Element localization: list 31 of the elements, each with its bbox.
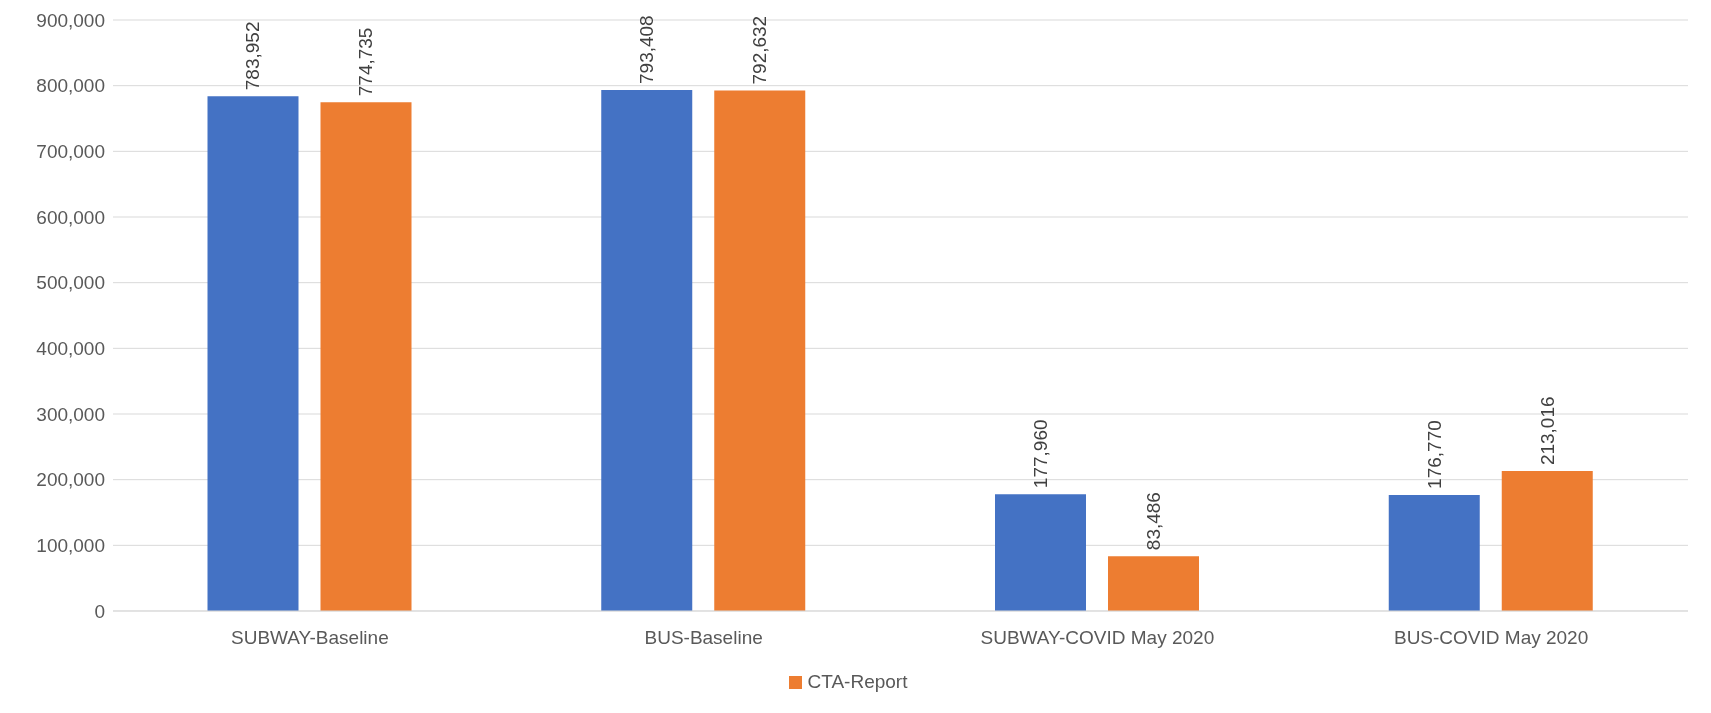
x-tick-label: SUBWAY-COVID May 2020 bbox=[980, 627, 1215, 649]
data-label: 783,952 bbox=[242, 21, 264, 91]
y-tick-label: 200,000 bbox=[36, 469, 105, 491]
bar bbox=[995, 494, 1086, 611]
x-tick-label: BUS-Baseline bbox=[644, 627, 763, 649]
y-tick-label: 600,000 bbox=[36, 206, 105, 228]
bar bbox=[1388, 494, 1480, 611]
y-tick-label: 800,000 bbox=[36, 75, 105, 97]
data-label: 83,486 bbox=[1143, 492, 1164, 551]
y-tick-label: 500,000 bbox=[36, 272, 105, 294]
bar bbox=[207, 96, 299, 611]
y-tick-label: 300,000 bbox=[36, 403, 105, 425]
data-label: 793,408 bbox=[636, 15, 658, 84]
bar bbox=[714, 90, 806, 611]
bar bbox=[1108, 556, 1199, 611]
bar bbox=[320, 102, 412, 611]
y-tick-label: 100,000 bbox=[36, 535, 105, 557]
y-tick-label: 0 bbox=[94, 600, 105, 622]
data-label: 213,016 bbox=[1536, 396, 1558, 466]
y-tick-label: 700,000 bbox=[36, 141, 105, 163]
x-tick-label: SUBWAY-Baseline bbox=[231, 627, 389, 649]
bar bbox=[601, 90, 693, 611]
legend-label: CTA-Report bbox=[807, 671, 908, 693]
data-label: 774,735 bbox=[355, 27, 377, 97]
bar bbox=[1501, 471, 1593, 611]
y-tick-label: 400,000 bbox=[36, 338, 105, 360]
x-tick-label: BUS-COVID May 2020 bbox=[1393, 627, 1589, 649]
data-label: 792,632 bbox=[749, 15, 771, 85]
y-tick-label: 900,000 bbox=[36, 9, 105, 31]
data-label: 177,960 bbox=[1030, 419, 1051, 489]
data-label: 176,770 bbox=[1423, 420, 1445, 489]
